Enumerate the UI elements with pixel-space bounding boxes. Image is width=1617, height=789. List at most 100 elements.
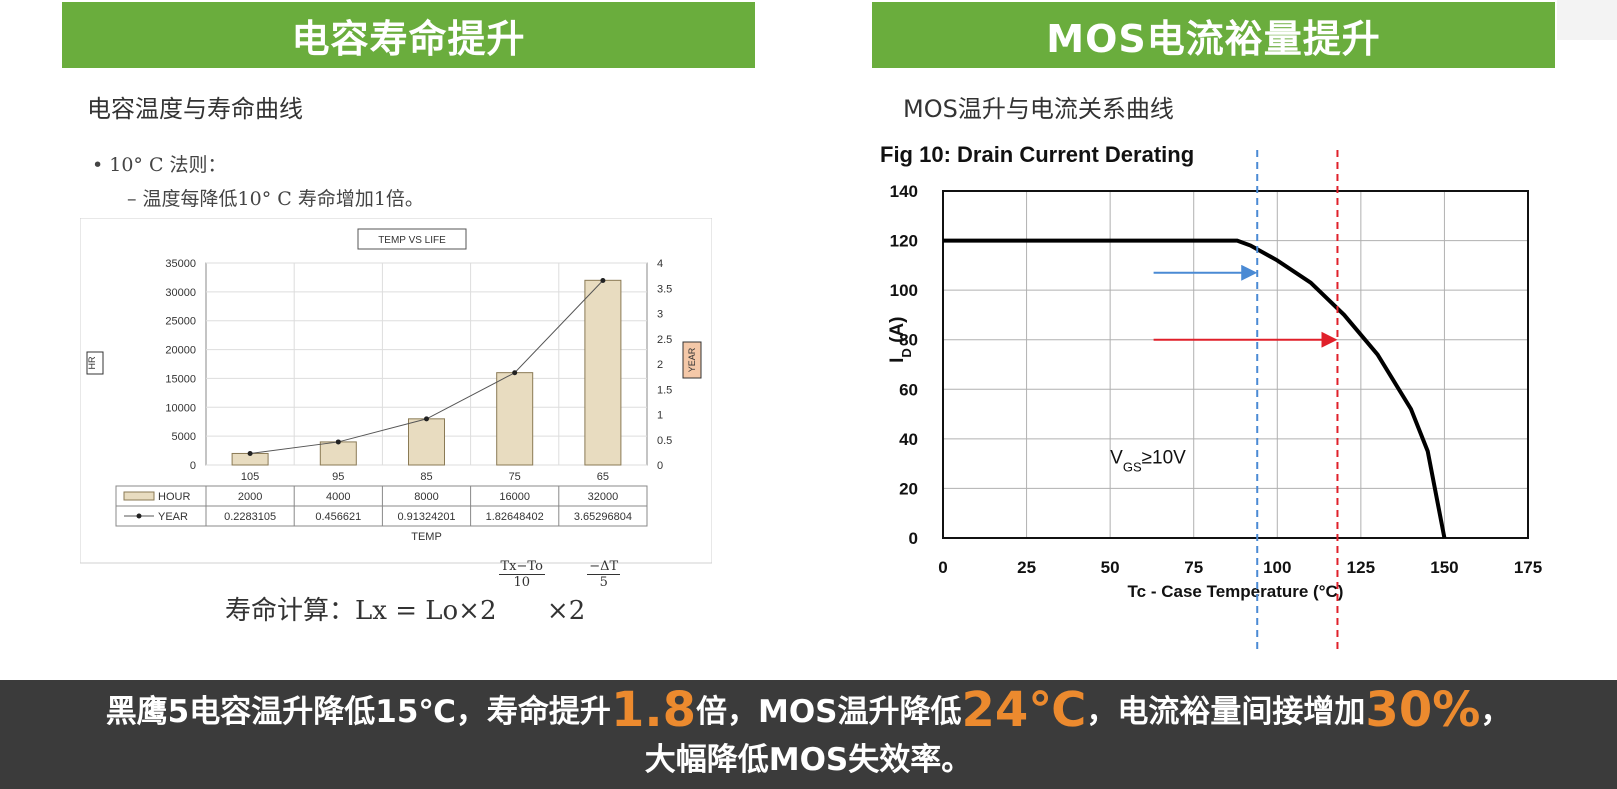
y-tick-label: 100 xyxy=(890,281,918,300)
y-tick-label: 60 xyxy=(899,380,918,399)
y2-tick-label: 0.5 xyxy=(657,435,672,447)
y-tick-label: 35000 xyxy=(165,258,196,270)
y-tick-label: 40 xyxy=(899,430,918,449)
y-tick-label: 15000 xyxy=(165,373,196,385)
category-label: 75 xyxy=(509,471,521,483)
y-label-box xyxy=(86,351,104,375)
y2-label-box xyxy=(682,341,702,379)
year-point xyxy=(512,370,518,376)
summary-line-1: 黑鹰5电容温升降低15℃，寿命提升1.8倍，MOS温升降低24℃，电流裕量间接增… xyxy=(0,686,1617,736)
chart-title-box xyxy=(357,228,467,250)
y2-tick-label: 4 xyxy=(657,258,663,270)
table-cell-year: 0.91324201 xyxy=(397,511,455,523)
formula-frac2-num: −ΔT xyxy=(587,558,621,575)
vgs-annotation-rest: ≥10V xyxy=(1142,448,1187,469)
left-panel-subtitle: 电容温度与寿命曲线 xyxy=(87,95,303,123)
vgs-annotation: VGS≥10V xyxy=(1110,448,1186,475)
summary-highlight-2: 24℃ xyxy=(961,682,1087,738)
legend-label-year: YEAR xyxy=(158,511,188,523)
year-point xyxy=(335,439,341,445)
y2-tick-label: 1.5 xyxy=(657,384,672,396)
y-axis-label-sub: D xyxy=(899,348,914,357)
y-tick-label: 20 xyxy=(899,479,918,498)
y-tick-label: 80 xyxy=(899,331,918,350)
table-cell-year: 0.456621 xyxy=(315,511,361,523)
corner-decoration xyxy=(1557,0,1617,40)
table-cell-hour: 8000 xyxy=(414,491,438,503)
x-tick-label: 100 xyxy=(1263,558,1291,577)
summary-banner: 黑鹰5电容温升降低15℃，寿命提升1.8倍，MOS温升降低24℃，电流裕量间接增… xyxy=(0,680,1617,789)
category-label: 105 xyxy=(241,471,259,483)
formula-frac1-num: Tx−To xyxy=(498,558,545,575)
y-tick-label: 0 xyxy=(909,529,918,548)
table-cell-hour: 2000 xyxy=(238,491,262,503)
summary-text-2: 倍，MOS温升降低 xyxy=(695,694,962,730)
x-tick-label: 150 xyxy=(1430,558,1458,577)
temp-vs-life-chart: TEMP VS LIFE0500010000150002000025000300… xyxy=(80,218,712,564)
x-tick-label: 125 xyxy=(1347,558,1375,577)
y2-tick-label: 2 xyxy=(657,359,663,371)
bar xyxy=(408,418,445,466)
y-axis-label: ID (A) xyxy=(887,317,914,363)
summary-text-4: ， xyxy=(1480,694,1512,730)
y2-tick-label: 3 xyxy=(657,309,663,321)
summary-text-1: 黑鹰5电容温升降低15℃，寿命提升 xyxy=(105,694,611,730)
formula-exponent-1: Tx−To 10 xyxy=(498,558,545,590)
summary-text-3: ，电流裕量间接增加 xyxy=(1086,694,1366,730)
y-tick-label: 120 xyxy=(890,232,918,251)
right-panel-title: MOS电流裕量提升 xyxy=(872,2,1555,68)
category-label: 85 xyxy=(420,471,432,483)
y-tick-label: 10000 xyxy=(165,402,196,414)
table-cell-year: 3.65296804 xyxy=(574,511,632,523)
right-panel-subtitle: MOS温升与电流关系曲线 xyxy=(903,95,1174,123)
y-tick-label: 140 xyxy=(890,182,918,201)
chart-title: Fig 10: Drain Current Derating xyxy=(880,142,1194,167)
x-axis-label: TEMP xyxy=(411,531,442,543)
summary-line-2: 大幅降低MOS失效率。 xyxy=(644,742,973,778)
x-tick-label: 0 xyxy=(938,558,947,577)
left-panel-title: 电容寿命提升 xyxy=(62,2,755,68)
x-tick-label: 175 xyxy=(1514,558,1542,577)
category-label: 65 xyxy=(597,471,609,483)
table-cell-hour: 4000 xyxy=(326,491,350,503)
year-point xyxy=(247,450,253,456)
y-tick-label: 0 xyxy=(190,460,196,472)
y2-tick-label: 2.5 xyxy=(657,334,672,346)
legend-bar-swatch xyxy=(123,491,155,501)
y-tick-label: 5000 xyxy=(172,431,196,443)
rule-detail: – 温度每降低10° C 寿命增加1倍。 xyxy=(127,188,424,210)
bar xyxy=(496,372,534,466)
bar xyxy=(584,279,622,466)
y-tick-label: 30000 xyxy=(165,287,196,299)
year-point xyxy=(600,278,606,284)
formula-expr2: ×2 xyxy=(546,596,586,626)
y-tick-label: 20000 xyxy=(165,345,196,357)
y2-tick-label: 1 xyxy=(657,410,663,422)
formula-expr1: Lx = Lo×2 xyxy=(355,596,497,626)
table-cell-year: 0.2283105 xyxy=(224,511,276,523)
formula-frac2-den: 5 xyxy=(599,574,608,590)
rule-heading: • 10° C 法则： xyxy=(92,154,227,176)
formula-prefix: 寿命计算： xyxy=(225,596,356,626)
formula-exponent-2: −ΔT 5 xyxy=(587,558,621,590)
y2-tick-label: 3.5 xyxy=(657,283,672,295)
bar xyxy=(319,441,357,466)
legend-label-hour: HOUR xyxy=(158,491,190,503)
life-formula: 寿命计算：Lx = Lo×2 Tx−To 10 ×2 −ΔT 5 xyxy=(225,559,622,628)
y-axis-label: HR xyxy=(87,356,97,369)
x-axis-label: Tc - Case Temperature (°C) xyxy=(1128,582,1344,601)
summary-highlight-3: 30% xyxy=(1365,682,1481,738)
plot-frame xyxy=(942,190,1529,539)
x-tick-label: 75 xyxy=(1184,558,1203,577)
table-cell-hour: 16000 xyxy=(499,491,530,503)
summary-highlight-1: 1.8 xyxy=(610,682,696,738)
legend-line-marker xyxy=(136,513,142,519)
derating-curve xyxy=(943,238,1447,539)
chart-title: TEMP VS LIFE xyxy=(378,235,446,246)
y2-axis-label: YEAR xyxy=(687,347,697,372)
vgs-annotation-sub: GS xyxy=(1123,459,1142,474)
category-label: 95 xyxy=(332,471,344,483)
y-tick-label: 25000 xyxy=(165,316,196,328)
y-axis-label-unit: (A) xyxy=(887,317,908,349)
y2-tick-label: 0 xyxy=(657,460,663,472)
